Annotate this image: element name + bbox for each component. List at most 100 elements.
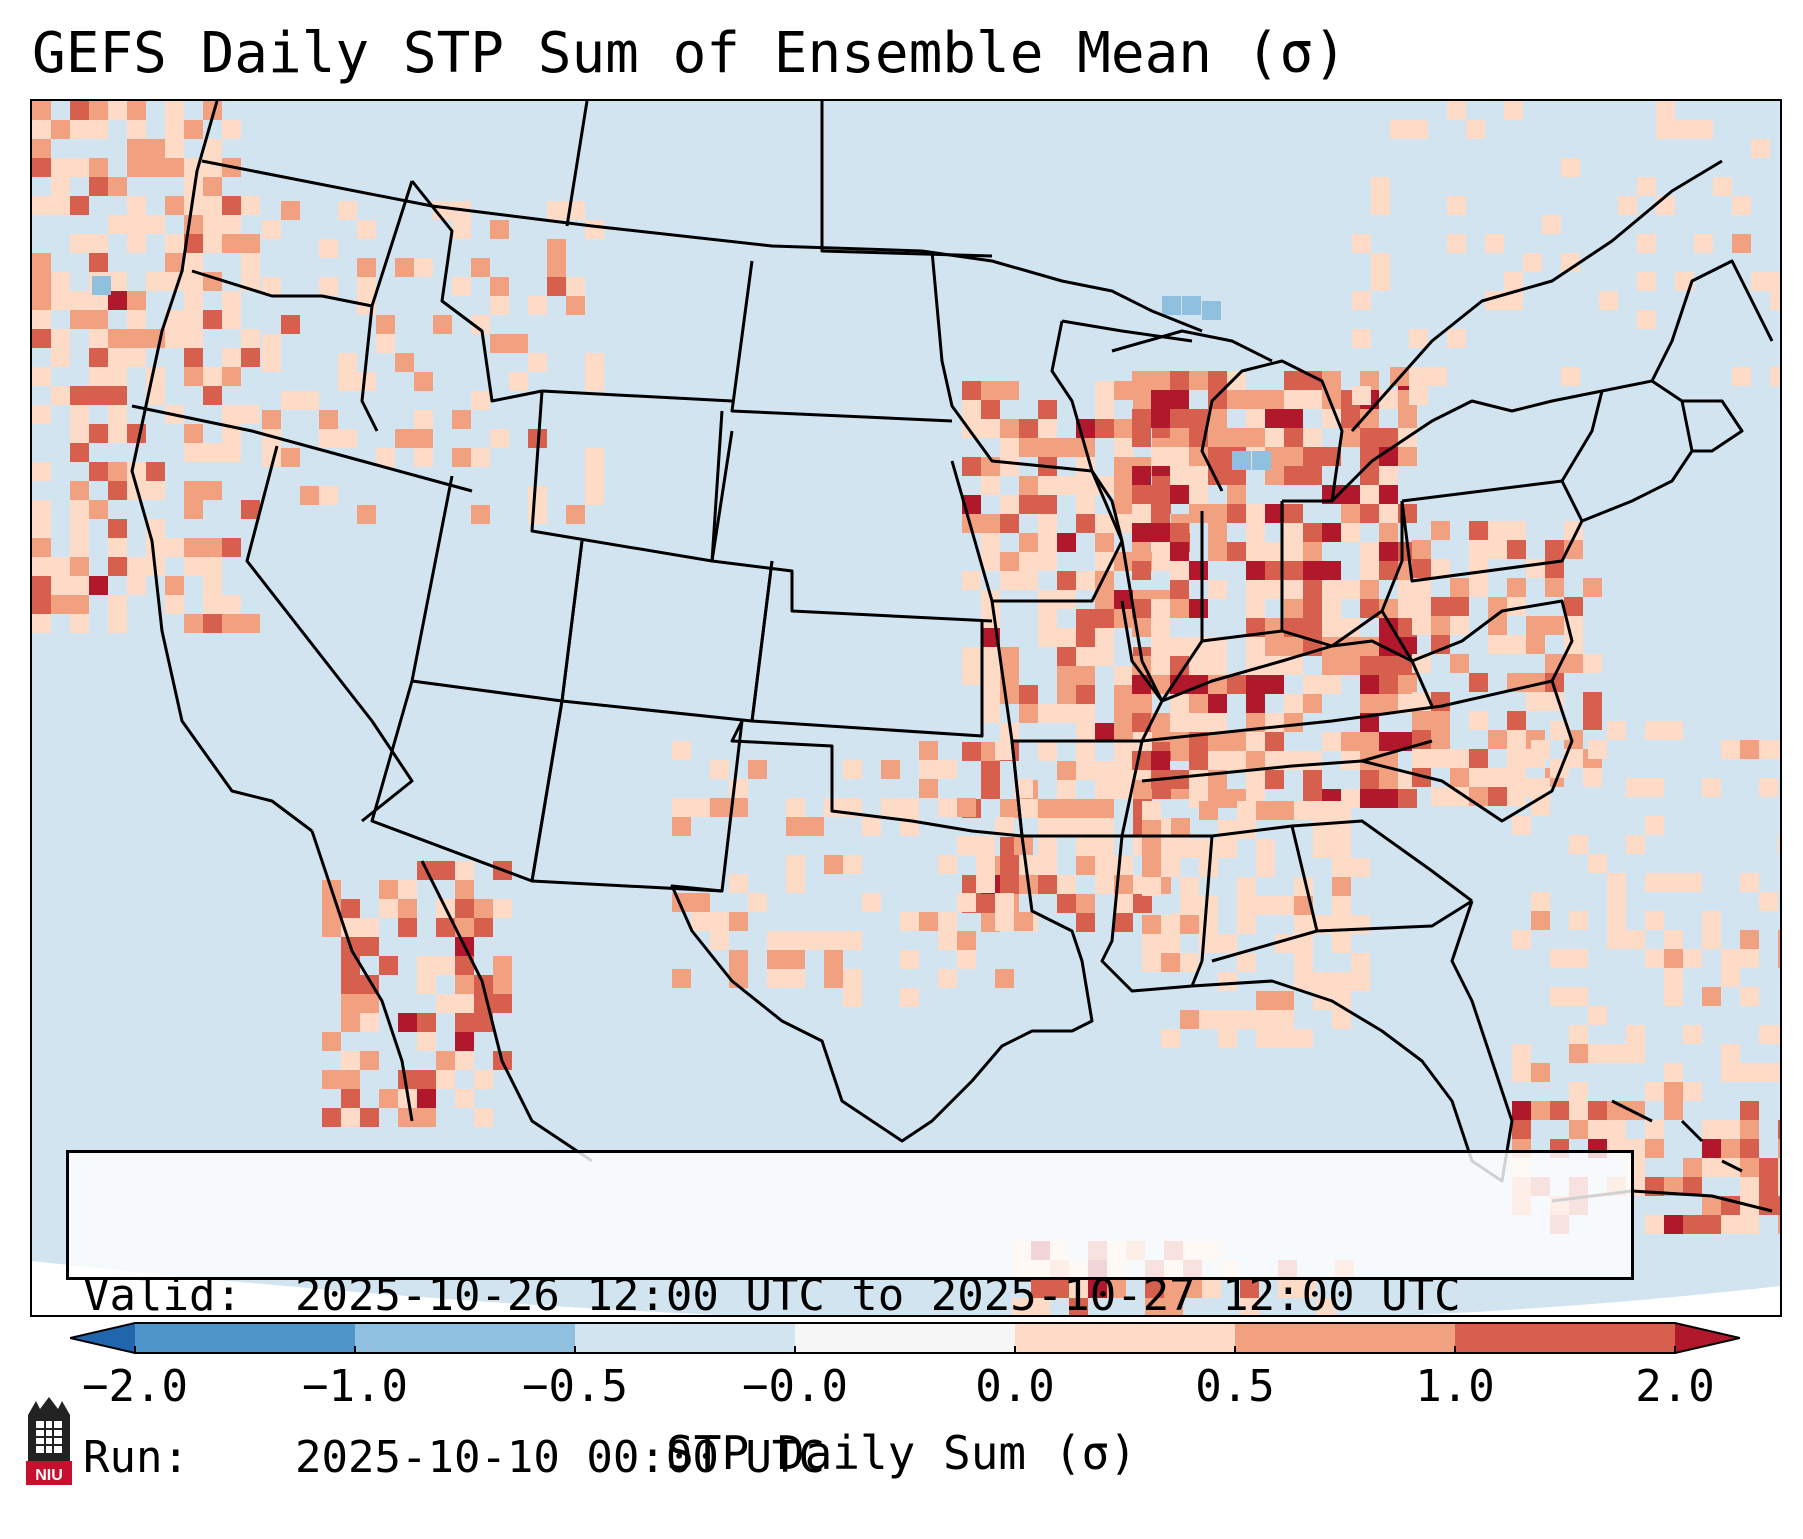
anomaly-cell	[127, 310, 146, 329]
anomaly-cell	[1076, 514, 1095, 533]
anomaly-cell	[51, 386, 70, 405]
anomaly-cell	[1569, 1120, 1588, 1139]
anomaly-cell	[962, 381, 981, 400]
anomaly-cell	[1265, 504, 1284, 523]
anomaly-cell	[1770, 272, 1780, 291]
anomaly-cell	[1702, 778, 1721, 797]
anomaly-cell	[1607, 1044, 1626, 1063]
anomaly-cell	[1313, 801, 1332, 820]
anomaly-cell	[1132, 409, 1151, 428]
anomaly-cell	[1332, 1010, 1351, 1029]
anomaly-cell	[1284, 656, 1303, 675]
anomaly-cell	[1170, 542, 1189, 561]
anomaly-cell	[1132, 542, 1151, 561]
anomaly-cell	[1626, 778, 1645, 797]
anomaly-cell	[1132, 599, 1151, 618]
anomaly-cell	[1114, 457, 1133, 476]
anomaly-cell	[900, 988, 919, 1007]
anomaly-cell	[281, 448, 300, 467]
anomaly-cell	[222, 310, 241, 329]
anomaly-cell	[1740, 740, 1759, 759]
tennessee-south	[1141, 739, 1433, 783]
anomaly-cell	[1294, 896, 1313, 915]
anomaly-cell	[1322, 656, 1341, 675]
anomaly-cell	[1208, 732, 1227, 751]
anomaly-cell	[1189, 485, 1208, 504]
anomaly-cell	[89, 462, 108, 481]
anomaly-cell	[1332, 896, 1351, 915]
anomaly-cell	[1303, 580, 1322, 599]
anomaly-cell	[222, 234, 241, 253]
south-dakota-box	[730, 260, 953, 423]
anomaly-cell	[203, 595, 222, 614]
anomaly-cell	[1732, 196, 1751, 215]
anomaly-cell	[146, 481, 165, 500]
anomaly-cell	[1332, 972, 1351, 991]
anomaly-cell	[1626, 835, 1645, 854]
anomaly-cell	[1526, 692, 1545, 711]
anomaly-cell	[962, 400, 981, 419]
illinois-box	[1090, 470, 1204, 703]
anomaly-cell	[1019, 476, 1038, 495]
anomaly-cell	[1360, 732, 1379, 751]
anomaly-cell	[490, 296, 509, 315]
anomaly-cell	[1569, 1082, 1588, 1101]
anomaly-cell	[1012, 1298, 1031, 1315]
colorbar-segment	[135, 1323, 356, 1353]
anomaly-cell	[108, 614, 127, 633]
anomaly-cell	[1588, 1006, 1607, 1025]
anomaly-cell	[51, 272, 70, 291]
anomaly-cell	[341, 1089, 360, 1108]
anomaly-cell	[1114, 438, 1133, 457]
anomaly-cell	[1145, 1298, 1164, 1315]
anomaly-cell	[1759, 778, 1778, 797]
anomaly-cell	[1170, 770, 1189, 789]
anomaly-cell	[1702, 930, 1721, 949]
anomaly-cell	[981, 685, 1000, 704]
anomaly-cell	[1076, 666, 1095, 685]
anomaly-cell	[395, 258, 414, 277]
anomaly-cell	[360, 1013, 379, 1032]
anomaly-cell	[672, 741, 691, 760]
anomaly-cell	[1151, 523, 1170, 542]
anomaly-cell	[471, 391, 490, 410]
anomaly-cell	[108, 557, 127, 576]
anomaly-cell	[1161, 915, 1180, 934]
anomaly-cell	[824, 950, 843, 969]
anomaly-cell	[1265, 561, 1284, 580]
anomaly-cell	[1732, 234, 1751, 253]
anomaly-cell	[1664, 1101, 1683, 1120]
anomaly-cell	[51, 595, 70, 614]
anomaly-cell	[203, 576, 222, 595]
anomaly-cell	[1512, 1101, 1531, 1120]
anomaly-cell	[1379, 428, 1398, 447]
anomaly-cell	[1284, 580, 1303, 599]
washington-oregon-border	[191, 269, 373, 308]
anomaly-cell	[1702, 1139, 1721, 1158]
anomaly-cell	[1208, 504, 1227, 523]
colorbar-segment	[1015, 1323, 1236, 1353]
anomaly-cell	[165, 139, 184, 158]
anomaly-cell	[322, 1032, 341, 1051]
anomaly-cell	[1284, 599, 1303, 618]
anomaly-cell	[981, 647, 1000, 666]
anomaly-cell	[1352, 291, 1371, 310]
anomaly-cell	[108, 519, 127, 538]
anomaly-cell	[1133, 780, 1152, 799]
run-label: Run:	[83, 1432, 189, 1483]
michigan-lower	[1111, 329, 1344, 503]
anomaly-cell	[1256, 1010, 1275, 1029]
mississippi-alabama	[1122, 824, 1319, 963]
anomaly-cell	[471, 448, 490, 467]
anomaly-cell	[1057, 875, 1076, 894]
anomaly-cell	[1412, 559, 1431, 578]
anomaly-cell	[108, 462, 127, 481]
anomaly-cell	[203, 557, 222, 576]
anomaly-cell	[493, 899, 512, 918]
arkansas-box	[1010, 740, 1144, 838]
anomaly-cell	[455, 1032, 474, 1051]
anomaly-cell	[1694, 120, 1713, 139]
anomaly-cell	[1545, 578, 1564, 597]
anomaly-cell	[1114, 856, 1133, 875]
anomaly-cell	[1352, 234, 1371, 253]
